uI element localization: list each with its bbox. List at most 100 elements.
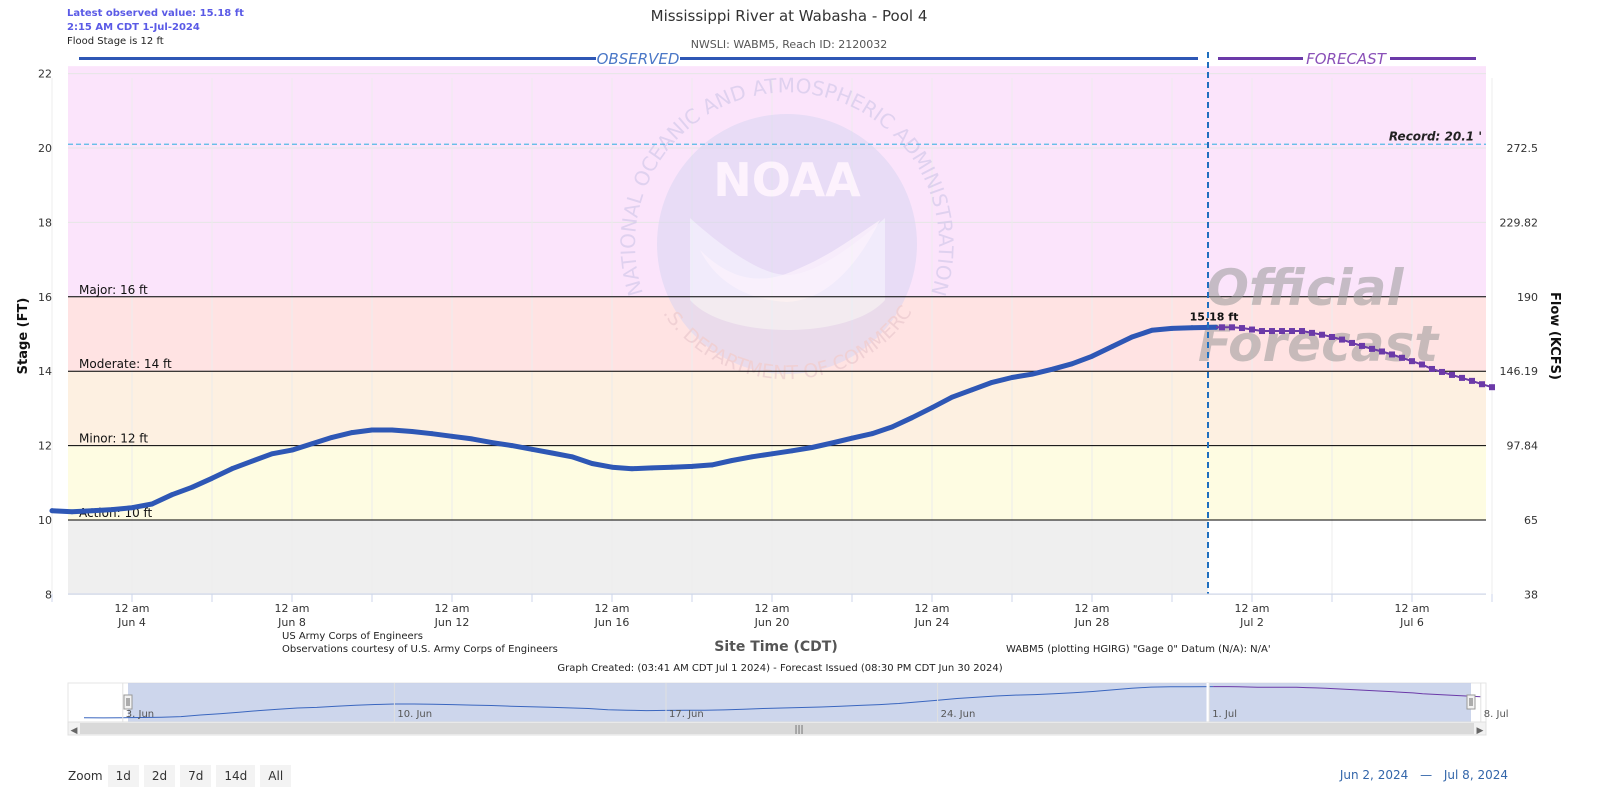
zoom-2d-button[interactable]: 2d: [143, 765, 176, 787]
observed-point: [609, 464, 615, 470]
observed-point: [489, 440, 495, 446]
observed-point: [1109, 344, 1115, 350]
footer-credit-2: Observations courtesy of U.S. Army Corps…: [282, 644, 558, 655]
x-tick-label-date: Jul 2: [1239, 616, 1264, 629]
x-tick-label-time: 12 am: [275, 602, 310, 615]
latest-observed-label: Latest observed value: 15.18 ft: [67, 8, 244, 19]
navigator-handle-right[interactable]: [1466, 694, 1476, 710]
official-forecast-line1: Official: [1206, 259, 1404, 317]
observed-point: [949, 394, 955, 400]
zoom-all-button[interactable]: All: [260, 765, 292, 787]
x-tick-label-time: 12 am: [1075, 602, 1110, 615]
observed-point: [909, 415, 915, 421]
scroll-right-arrow-icon[interactable]: ▶: [1477, 726, 1484, 736]
y-tick-label: 22: [38, 68, 52, 81]
zoom-7d-button[interactable]: 7d: [180, 765, 212, 787]
scroll-left-arrow-icon[interactable]: ◀: [71, 726, 78, 736]
observed-point: [829, 440, 835, 446]
noaa-logo-text: NOAA: [713, 153, 861, 207]
forecast-point: [1439, 368, 1445, 375]
x-tick-label-time: 12 am: [115, 602, 150, 615]
x-tick-label-date: Jun 16: [594, 616, 630, 629]
y-tick-label: 12: [38, 440, 52, 453]
chart-title: Mississippi River at Wabasha - Pool 4: [651, 7, 928, 25]
observed-point: [369, 427, 375, 433]
range-separator: —: [1420, 768, 1433, 782]
observed-point: [309, 441, 315, 447]
x-tick-label-time: 12 am: [435, 602, 470, 615]
navigator-label: 17. Jun: [669, 709, 704, 720]
y2-tick-label: 272.5: [1507, 142, 1539, 155]
forecast-point: [1379, 348, 1385, 355]
observed-point: [629, 466, 635, 472]
observed-point: [389, 427, 395, 433]
observed-point: [209, 475, 215, 481]
scrollbar-thumb[interactable]: [80, 723, 1474, 734]
forecast-point: [1339, 336, 1345, 343]
scrollbar-grip-icon: |||: [794, 725, 803, 735]
observed-point: [89, 508, 95, 514]
forecast-point: [1319, 331, 1325, 338]
y-tick-label: 14: [38, 365, 52, 378]
x-axis-title: Site Time (CDT): [714, 639, 838, 655]
x-tick-label-time: 12 am: [595, 602, 630, 615]
navigator-forecast-line: [1213, 686, 1481, 698]
observed-point: [729, 458, 735, 463]
forecast-point: [1269, 328, 1275, 335]
observed-point: [1189, 325, 1195, 331]
observed-point: [709, 462, 715, 468]
forecast-point: [1229, 324, 1235, 331]
range-to[interactable]: Jul 8, 2024: [1443, 768, 1508, 782]
forecast-point: [1369, 345, 1375, 352]
footer-datum: WABM5 (plotting HGIRG) "Gage 0" Datum (N…: [1006, 644, 1271, 655]
date-range: Jun 2, 2024 — Jul 8, 2024: [1336, 768, 1512, 782]
chart-axes: Mississippi River at Wabasha - Pool 4 NWS…: [16, 7, 1562, 674]
observed-point: [269, 451, 275, 457]
y-tick-label: 16: [38, 291, 52, 304]
observed-point: [589, 461, 595, 466]
observed-point: [169, 492, 175, 498]
observed-point: [1069, 361, 1075, 367]
observed-point: [49, 508, 55, 514]
navigator-handle-left[interactable]: [123, 694, 133, 710]
zoom-1d-button[interactable]: 1d: [107, 765, 139, 787]
navigator-label: 1. Jul: [1212, 709, 1237, 720]
observed-point: [849, 435, 855, 441]
forecast-point: [1279, 328, 1285, 335]
y-tick-label: 10: [38, 514, 52, 527]
x-tick-label-time: 12 am: [915, 602, 950, 615]
forecast-point: [1419, 361, 1425, 368]
observed-point: [869, 431, 875, 437]
zoom-bar: Zoom 1d 2d 7d 14d All: [68, 765, 292, 787]
navigator-selection[interactable]: [128, 683, 1471, 722]
y2-tick-label: 146.19: [1500, 365, 1539, 378]
observed-point: [229, 466, 235, 472]
observed-point: [249, 458, 255, 464]
y2-tick-label: 229.82: [1500, 216, 1539, 229]
observed-point: [69, 509, 75, 515]
range-from[interactable]: Jun 2, 2024: [1339, 768, 1409, 782]
observed-point: [289, 447, 295, 453]
forecast-point: [1459, 374, 1465, 381]
observed-point: [109, 507, 115, 512]
navigator-label: 3. Jun: [126, 709, 154, 720]
observed-point: [1169, 326, 1175, 331]
forecast-point: [1239, 325, 1245, 332]
official-forecast-line2: Forecast: [1198, 315, 1440, 373]
record-label: Record: 20.1 ': [1389, 129, 1482, 143]
data-series: 15.18 ft: [49, 310, 1495, 515]
observed-point: [1029, 371, 1035, 377]
forecast-point: [1219, 324, 1225, 331]
observed-label: OBSERVED: [597, 50, 680, 68]
x-tick-label-date: Jul 6: [1399, 616, 1424, 629]
latest-observed-box: Latest observed value: 15.18 ft 2:15 AM …: [67, 7, 244, 49]
zoom-14d-button[interactable]: 14d: [216, 765, 256, 787]
forecast-point: [1349, 339, 1355, 346]
observed-point: [349, 430, 355, 435]
forecast-point: [1289, 328, 1295, 335]
forecast-point: [1399, 354, 1405, 361]
navigator-label: 8. Jul: [1484, 709, 1509, 720]
observed-point: [129, 505, 135, 511]
forecast-point: [1469, 377, 1475, 384]
